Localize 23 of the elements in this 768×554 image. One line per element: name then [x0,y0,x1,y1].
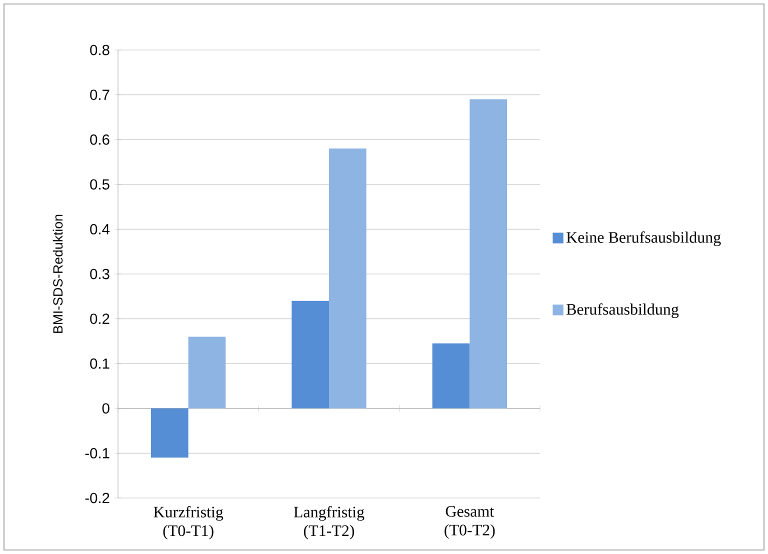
x-tick-label: Gesamt (T0-T2) [444,506,495,539]
legend-label: Keine Berufsausbildung [566,231,721,246]
x-tick-label: Langfristig (T1-T2) [294,506,364,540]
bar [151,408,188,458]
y-tick-label: 0.8 [90,44,110,56]
y-tick-label: 0 [102,403,110,414]
bar [188,336,226,408]
bar [329,148,366,408]
y-axis-title: BMI-SDS-Reduktion [52,214,63,333]
y-tick-label: 0.4 [90,224,110,234]
legend-label: Berufsausbildung [566,303,679,318]
bar [432,343,470,408]
y-tick-label: 0.6 [90,134,110,145]
bar [470,99,507,408]
y-tick-label: 0.1 [90,358,110,369]
y-tick-label: 0.7 [90,90,110,100]
y-tick-label: 0.5 [90,179,110,190]
x-tick-label: Kurzfristig (T0-T1) [154,506,224,540]
y-tick-label: -0.1 [85,448,110,458]
y-tick-label: 0.2 [90,314,110,324]
y-tick-label: -0.2 [85,492,110,504]
y-tick-label: 0.3 [90,268,110,280]
bar [292,300,329,408]
